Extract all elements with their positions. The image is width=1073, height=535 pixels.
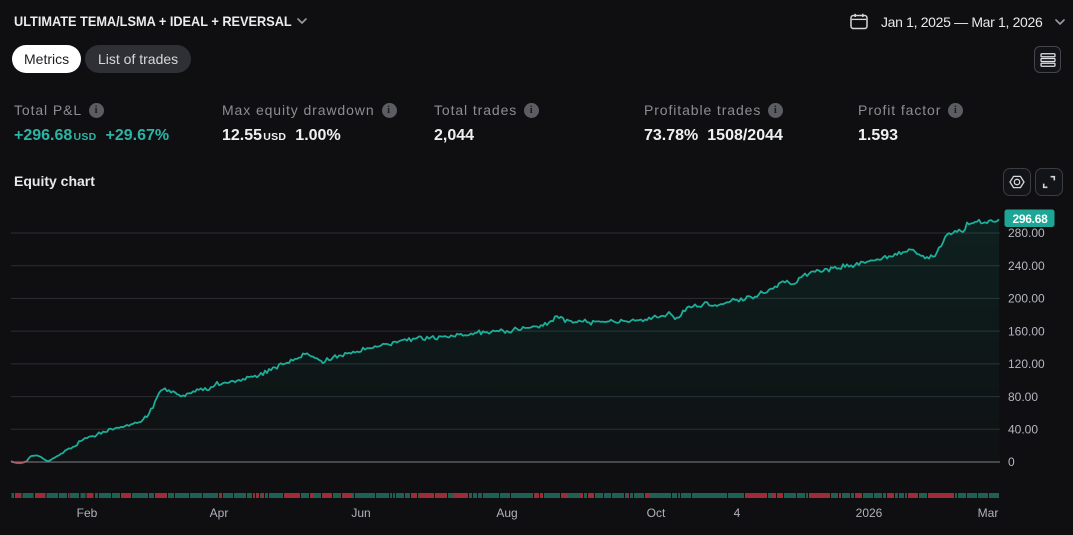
svg-text:Apr: Apr xyxy=(210,506,229,520)
svg-text:Feb: Feb xyxy=(77,506,98,520)
svg-text:80.00: 80.00 xyxy=(1008,390,1038,404)
svg-text:4: 4 xyxy=(734,506,741,520)
svg-text:Jun: Jun xyxy=(351,506,370,520)
svg-text:280.00: 280.00 xyxy=(1008,226,1045,240)
svg-text:296.68: 296.68 xyxy=(1013,212,1049,226)
svg-text:Aug: Aug xyxy=(496,506,517,520)
svg-text:Mar: Mar xyxy=(978,506,999,520)
svg-text:40.00: 40.00 xyxy=(1008,423,1038,437)
svg-text:Oct: Oct xyxy=(647,506,666,520)
svg-text:200.00: 200.00 xyxy=(1008,292,1045,306)
svg-text:120.00: 120.00 xyxy=(1008,357,1045,371)
svg-text:2026: 2026 xyxy=(856,506,883,520)
svg-text:240.00: 240.00 xyxy=(1008,259,1045,273)
svg-text:0: 0 xyxy=(1008,455,1015,469)
svg-text:160.00: 160.00 xyxy=(1008,324,1045,338)
